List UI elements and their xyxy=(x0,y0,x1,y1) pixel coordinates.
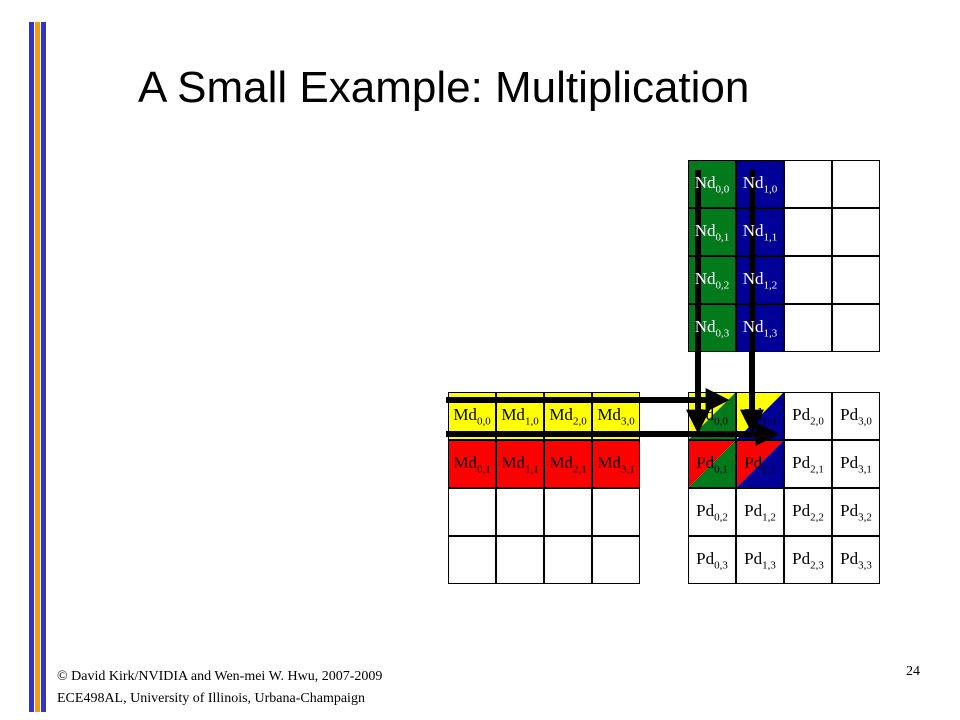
md-cell xyxy=(496,536,544,584)
pd-cell: Pd2,0 xyxy=(784,392,832,440)
pd-cell: Pd1,0 xyxy=(736,392,784,440)
pd-cell: Pd1,2 xyxy=(736,488,784,536)
pd-cell-label: Pd3,1 xyxy=(840,452,872,476)
md-cell: Md1,1 xyxy=(496,440,544,488)
decor-bar-orange xyxy=(35,22,40,712)
nd-cell-label: Nd0,2 xyxy=(694,268,730,292)
pd-cell-label: Pd0,1 xyxy=(696,452,728,476)
pd-cell-label: Pd2,3 xyxy=(792,548,824,572)
nd-cell xyxy=(832,208,880,256)
nd-cell: Nd0,2 xyxy=(688,256,736,304)
md-cell: Md0,1 xyxy=(448,440,496,488)
pd-cell-label: Pd1,0 xyxy=(744,404,776,428)
md-cell: Md3,0 xyxy=(592,392,640,440)
pd-cell-label: Pd1,3 xyxy=(744,548,776,572)
nd-cell xyxy=(784,304,832,352)
pd-cell: Pd1,1 xyxy=(736,440,784,488)
nd-cell-label: Nd1,2 xyxy=(742,268,778,292)
nd-cell-label: Nd0,3 xyxy=(694,316,730,340)
md-cell-label: Md3,1 xyxy=(597,452,635,476)
pd-cell: Pd3,0 xyxy=(832,392,880,440)
md-cell-label: Md2,1 xyxy=(549,452,587,476)
nd-cell-label: Nd1,0 xyxy=(742,172,778,196)
md-cell xyxy=(544,488,592,536)
nd-cell xyxy=(784,160,832,208)
decor-bar-blue-left xyxy=(29,22,34,712)
md-cell: Md0,0 xyxy=(448,392,496,440)
pd-cell: Pd3,3 xyxy=(832,536,880,584)
md-cell xyxy=(544,536,592,584)
md-cell xyxy=(448,536,496,584)
pd-cell: Pd0,0 xyxy=(688,392,736,440)
nd-cell-label: Nd0,1 xyxy=(694,220,730,244)
md-cell-label: Md1,1 xyxy=(501,452,539,476)
pd-cell-label: Pd2,1 xyxy=(792,452,824,476)
nd-cell xyxy=(784,208,832,256)
pd-cell-label: Pd0,2 xyxy=(696,500,728,524)
pd-cell-label: Pd0,0 xyxy=(696,404,728,428)
pd-cell: Pd2,3 xyxy=(784,536,832,584)
nd-cell: Nd1,2 xyxy=(736,256,784,304)
md-cell-label: Md0,1 xyxy=(453,452,491,476)
nd-cell xyxy=(832,256,880,304)
pd-cell-label: Pd1,2 xyxy=(744,500,776,524)
nd-cell: Nd0,1 xyxy=(688,208,736,256)
md-cell-label: Md0,0 xyxy=(453,404,491,428)
pd-cell-label: Pd0,3 xyxy=(696,548,728,572)
nd-cell-label: Nd1,1 xyxy=(742,220,778,244)
md-cell: Md1,0 xyxy=(496,392,544,440)
md-cell-label: Md2,0 xyxy=(549,404,587,428)
md-cell xyxy=(592,536,640,584)
decor-bar-blue-right xyxy=(41,22,46,712)
pd-cell: Pd0,3 xyxy=(688,536,736,584)
pd-cell-label: Pd3,2 xyxy=(840,500,872,524)
pd-cell: Pd2,1 xyxy=(784,440,832,488)
nd-cell: Nd1,3 xyxy=(736,304,784,352)
nd-cell xyxy=(784,256,832,304)
md-cell xyxy=(448,488,496,536)
pd-cell: Pd3,2 xyxy=(832,488,880,536)
pd-cell: Pd2,2 xyxy=(784,488,832,536)
pd-cell: Pd0,1 xyxy=(688,440,736,488)
md-cell: Md3,1 xyxy=(592,440,640,488)
md-cell: Md2,1 xyxy=(544,440,592,488)
md-cell: Md2,0 xyxy=(544,392,592,440)
md-cell xyxy=(496,488,544,536)
pd-cell: Pd0,2 xyxy=(688,488,736,536)
slide-title: A Small Example: Multiplication xyxy=(138,63,750,112)
md-cell-label: Md1,0 xyxy=(501,404,539,428)
footer-copyright: © David Kirk/NVIDIA and Wen-mei W. Hwu, … xyxy=(57,669,383,684)
pd-cell-label: Pd1,1 xyxy=(744,452,776,476)
pd-cell-label: Pd3,0 xyxy=(840,404,872,428)
matrix-nd: Nd0,0 Nd1,0 Nd0,1 Nd1,1 Nd0,2 Nd1,2 Nd0,3 Nd1,3 xyxy=(688,160,880,352)
pd-cell-label: Pd2,2 xyxy=(792,500,824,524)
nd-cell: Nd0,3 xyxy=(688,304,736,352)
md-cell-label: Md3,0 xyxy=(597,404,635,428)
pd-cell: Pd1,3 xyxy=(736,536,784,584)
nd-cell: Nd1,1 xyxy=(736,208,784,256)
nd-cell-label: Nd1,3 xyxy=(742,316,778,340)
nd-cell xyxy=(832,160,880,208)
md-cell xyxy=(592,488,640,536)
pd-cell-label: Pd3,3 xyxy=(840,548,872,572)
nd-cell xyxy=(832,304,880,352)
matrix-md: Md0,0 Md1,0 Md2,0 Md3,0 Md0,1 Md1,1 Md2,1 Md3,1 xyxy=(448,392,640,584)
nd-cell: Nd0,0 xyxy=(688,160,736,208)
footer-course: ECE498AL, University of Illinois, Urbana… xyxy=(57,691,365,706)
matrix-pd: Pd0,0 Pd1,0 Pd2,0 Pd3,0 Pd0,1 Pd1,1 Pd2,1 Pd3,1… xyxy=(688,392,880,584)
page-number: 24 xyxy=(906,664,920,679)
pd-cell-label: Pd2,0 xyxy=(792,404,824,428)
nd-cell-label: Nd0,0 xyxy=(694,172,730,196)
nd-cell: Nd1,0 xyxy=(736,160,784,208)
pd-cell: Pd3,1 xyxy=(832,440,880,488)
